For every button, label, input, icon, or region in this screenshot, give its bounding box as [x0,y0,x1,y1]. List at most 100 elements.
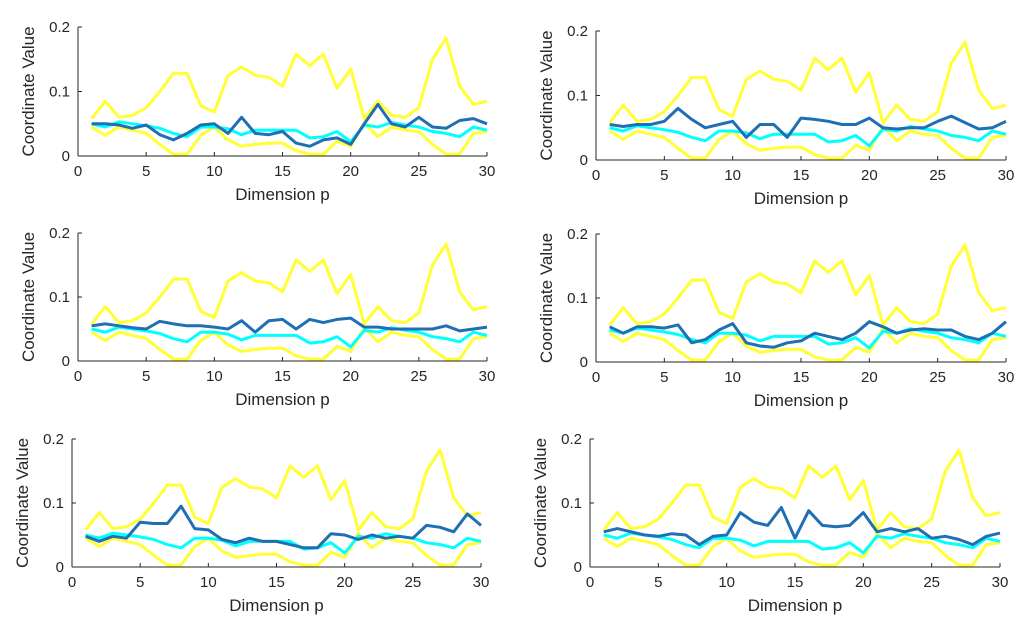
x-tick-label: 15 [274,163,291,180]
y-tick-label: 0.1 [49,84,70,101]
x-axis-label: Dimension p [235,185,330,204]
x-tick-label: 20 [342,368,359,385]
y-tick-label: 0 [580,354,588,371]
subplot-1: 0 5 10 15 20 25 30 0 0.1 0.2 Dimension p Coordinate… [19,19,495,204]
x-axis-label: Dimension p [235,390,330,409]
x-tick-label: 15 [793,369,810,386]
x-tick-label: 5 [660,369,668,386]
subplot-5: 0 5 10 15 20 25 30 0 0.1 0.2 Dimension p Coordinate… [13,431,489,615]
subplot-4: 0 5 10 15 20 25 30 0 0.1 0.2 Dimension p Coordinate… [537,226,1014,410]
x-tick-label: 0 [586,574,594,591]
x-tick-label: 0 [74,368,82,385]
series-lower-line [608,125,1007,160]
series-mean-line [85,531,482,555]
series-mean-line [609,124,1007,148]
series-upper-line [608,40,1007,125]
x-tick-label: 15 [274,368,291,385]
y-tick-label: 0 [574,559,582,576]
x-tick-label: 15 [787,574,804,591]
series-lower-line [602,532,1001,567]
series-upper-line [608,243,1007,327]
x-axis-label: Dimension p [229,596,324,615]
x-tick-label: 30 [479,163,496,180]
x-tick-label: 15 [268,574,285,591]
series-mean-line [91,120,488,144]
x-tick-label: 0 [74,163,82,180]
series-estimate-line [609,320,1007,349]
series-estimate-line [85,504,482,550]
x-tick-label: 20 [342,163,359,180]
x-tick-label: 5 [654,574,662,591]
x-tick-label: 5 [660,167,668,184]
series-upper-line [90,242,488,326]
x-tick-label: 25 [404,574,421,591]
subplot-3: 0 5 10 15 20 25 30 0 0.1 0.2 Dimension p Coordinate… [19,225,495,409]
x-tick-label: 5 [136,574,144,591]
x-tick-label: 5 [142,368,150,385]
series-estimate-line [603,506,1001,547]
y-tick-label: 0 [62,148,70,165]
x-tick-label: 25 [410,163,427,180]
series-upper-line [84,448,482,532]
series-lower-line [90,121,488,156]
x-tick-label: 30 [479,368,496,385]
y-axis-label: Coordinate Value [19,26,38,156]
series-lower-line [90,326,488,361]
x-tick-label: 30 [473,574,490,591]
y-tick-label: 0.1 [561,495,582,512]
y-tick-label: 0.1 [43,495,64,512]
y-axis-label: Coordinate Value [537,30,556,160]
x-tick-label: 10 [206,163,223,180]
x-tick-label: 0 [592,369,600,386]
y-axis-label: Coordinate Value [537,233,556,363]
x-tick-label: 10 [724,167,741,184]
y-tick-label: 0 [56,559,64,576]
x-tick-label: 25 [923,574,940,591]
x-tick-label: 30 [992,574,1009,591]
y-tick-label: 0.1 [567,88,588,105]
y-tick-label: 0 [580,152,588,169]
y-axis-label: Coordinate Value [531,438,550,568]
x-tick-label: 20 [855,574,872,591]
x-axis-label: Dimension p [748,596,843,615]
x-tick-label: 25 [410,368,427,385]
x-tick-label: 25 [929,369,946,386]
x-tick-label: 10 [206,368,223,385]
x-axis-label: Dimension p [754,189,849,208]
x-tick-label: 20 [861,167,878,184]
series-estimate-line [609,106,1007,139]
x-tick-label: 20 [861,369,878,386]
y-tick-label: 0.1 [49,289,70,306]
y-tick-label: 0.2 [49,225,70,242]
y-tick-label: 0.2 [49,19,70,36]
x-tick-label: 5 [142,163,150,180]
x-tick-label: 25 [929,167,946,184]
x-tick-label: 10 [200,574,217,591]
x-axis-label: Dimension p [754,391,849,410]
x-tick-label: 30 [998,167,1015,184]
y-axis-label: Coordinate Value [13,438,32,568]
y-axis-label: Coordinate Value [19,232,38,362]
x-tick-label: 15 [793,167,810,184]
series-estimate-line [91,102,488,148]
y-tick-label: 0 [62,353,70,370]
x-tick-label: 30 [998,369,1015,386]
x-tick-label: 10 [718,574,735,591]
series-mean-line [91,325,488,349]
subplot-6: 0 5 10 15 20 25 30 0 0.1 0.2 Dimension p Coordinate… [531,431,1008,615]
x-tick-label: 0 [592,167,600,184]
series-estimate-line [91,316,488,334]
x-tick-label: 10 [724,369,741,386]
series-lower-line [84,532,482,567]
y-tick-label: 0.2 [561,431,582,448]
y-tick-label: 0.2 [567,226,588,243]
series-lower-line [608,327,1007,362]
x-tick-label: 0 [68,574,76,591]
series-upper-line [90,36,488,121]
subplot-2: 0 5 10 15 20 25 30 0 0.1 0.2 Dimension p Coordinate… [537,23,1014,208]
x-tick-label: 20 [336,574,353,591]
y-tick-label: 0.1 [567,290,588,307]
y-tick-label: 0.2 [567,23,588,40]
y-tick-label: 0.2 [43,431,64,448]
